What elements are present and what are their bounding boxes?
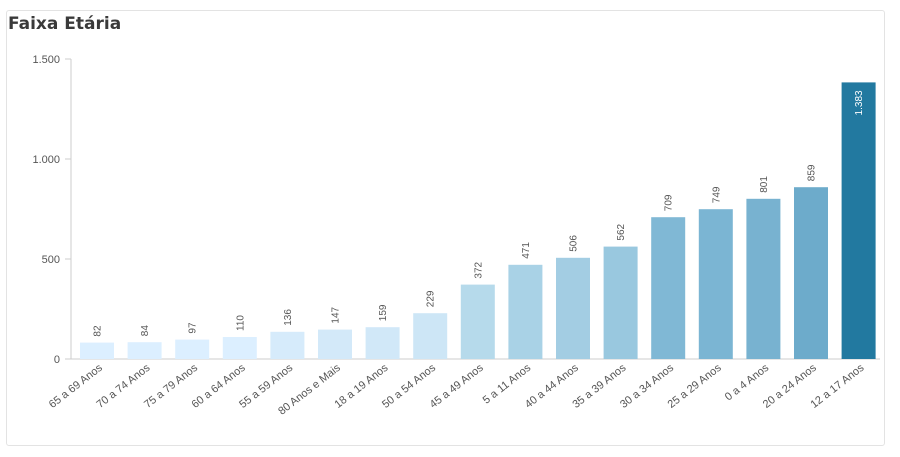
x-tick-label: 25 a 29 Anos (666, 362, 724, 411)
bar[interactable] (651, 217, 686, 359)
bar[interactable] (841, 82, 876, 360)
bar[interactable] (365, 327, 400, 359)
bar-value-label: 82 (93, 325, 104, 337)
bar-value-label: 859 (807, 164, 818, 181)
x-tick-label: 0 a 4 Anos (723, 362, 772, 404)
bar-value-label: 97 (188, 322, 199, 334)
bar[interactable] (698, 209, 733, 359)
bar-value-label: 136 (283, 309, 294, 326)
bar[interactable] (270, 331, 305, 359)
bar-value-label: 229 (426, 290, 437, 307)
bar-value-label: 562 (616, 223, 627, 240)
bar[interactable] (794, 187, 828, 359)
x-tick-label: 12 a 17 Anos (808, 362, 866, 411)
bar-value-label: 159 (378, 304, 389, 321)
bar-value-label: 84 (140, 325, 151, 337)
bar[interactable] (80, 342, 114, 359)
bar-value-label: 110 (235, 315, 246, 331)
bar[interactable] (508, 264, 543, 359)
bar-value-label: 506 (569, 235, 580, 252)
bar[interactable] (127, 342, 162, 359)
bar-value-label: 1.383 (854, 90, 865, 115)
bar[interactable] (318, 329, 352, 359)
y-tick-label: 1.500 (32, 54, 60, 66)
y-tick-label: 0 (54, 354, 60, 366)
bar[interactable] (175, 339, 210, 359)
chart-title: Faixa Etária (8, 14, 122, 34)
bar[interactable] (556, 257, 590, 359)
bar-value-label: 372 (473, 261, 484, 278)
bar[interactable] (746, 198, 781, 359)
bar[interactable] (413, 313, 448, 359)
bar-value-label: 471 (521, 242, 532, 259)
chart-card (6, 10, 885, 446)
x-tick-label: 45 a 49 Anos (428, 362, 486, 411)
bar-value-label: 147 (331, 306, 342, 323)
bar-value-label: 749 (711, 186, 722, 203)
y-tick-label: 1.000 (32, 154, 60, 166)
bar[interactable] (603, 246, 638, 359)
bar-value-label: 801 (759, 176, 770, 193)
bar[interactable] (460, 284, 495, 359)
y-tick-label: 500 (42, 254, 60, 266)
bar[interactable] (222, 337, 257, 359)
bar-value-label: 709 (664, 194, 675, 211)
